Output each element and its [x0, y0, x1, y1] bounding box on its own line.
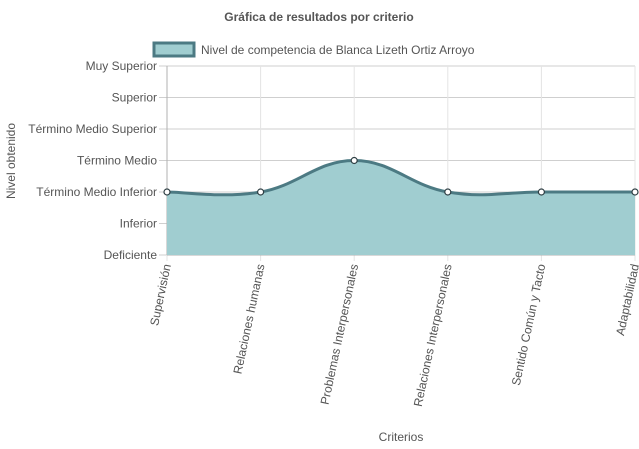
y-tick-label: Término Medio — [77, 154, 157, 168]
x-tick-label: Relaciones humanas — [231, 263, 268, 376]
series-area — [166, 158, 635, 255]
data-point[interactable] — [537, 188, 546, 196]
data-point[interactable] — [163, 188, 171, 196]
x-tick-label: Supervisión — [147, 263, 174, 327]
y-tick-label: Término Medio Inferior — [36, 185, 157, 199]
legend-swatch — [152, 41, 196, 58]
x-axis-label: Criterios — [379, 430, 424, 444]
y-tick-label: Muy Superior — [86, 59, 157, 73]
data-point[interactable] — [631, 188, 639, 196]
data-point[interactable] — [350, 156, 358, 165]
y-tick-labels: Deficiente Inferior Término Medio Inferior… — [28, 59, 157, 262]
series-line — [166, 158, 635, 197]
x-tick-label: Sentido Común y Tacto — [509, 262, 549, 386]
x-tick-labels: Supervisión Relaciones humanas Problemas I… — [147, 262, 639, 407]
data-point[interactable] — [444, 188, 452, 196]
legend[interactable]: Nivel de competencia de Blanca Lizeth Or… — [152, 41, 475, 58]
y-tick-label: Término Medio Superior — [28, 122, 157, 136]
y-tick-label: Inferior — [120, 217, 157, 231]
x-tick-label: Problemas Interpersonales — [318, 263, 362, 406]
legend-label: Nivel de competencia de Blanca Lizeth Or… — [201, 43, 475, 57]
series-fill — [167, 160, 635, 255]
y-tick-label: Deficiente — [104, 248, 158, 262]
y-tick-label: Superior — [112, 91, 157, 105]
series-points[interactable] — [163, 156, 639, 196]
data-point[interactable] — [257, 188, 265, 196]
chart-title: Gráfica de resultados por criterio — [224, 10, 413, 24]
x-tick-label: Relaciones Interpersonales — [411, 263, 455, 408]
y-axis-label: Nivel obtenido — [4, 123, 18, 199]
x-tick-label: Adaptabilidad — [613, 263, 639, 337]
